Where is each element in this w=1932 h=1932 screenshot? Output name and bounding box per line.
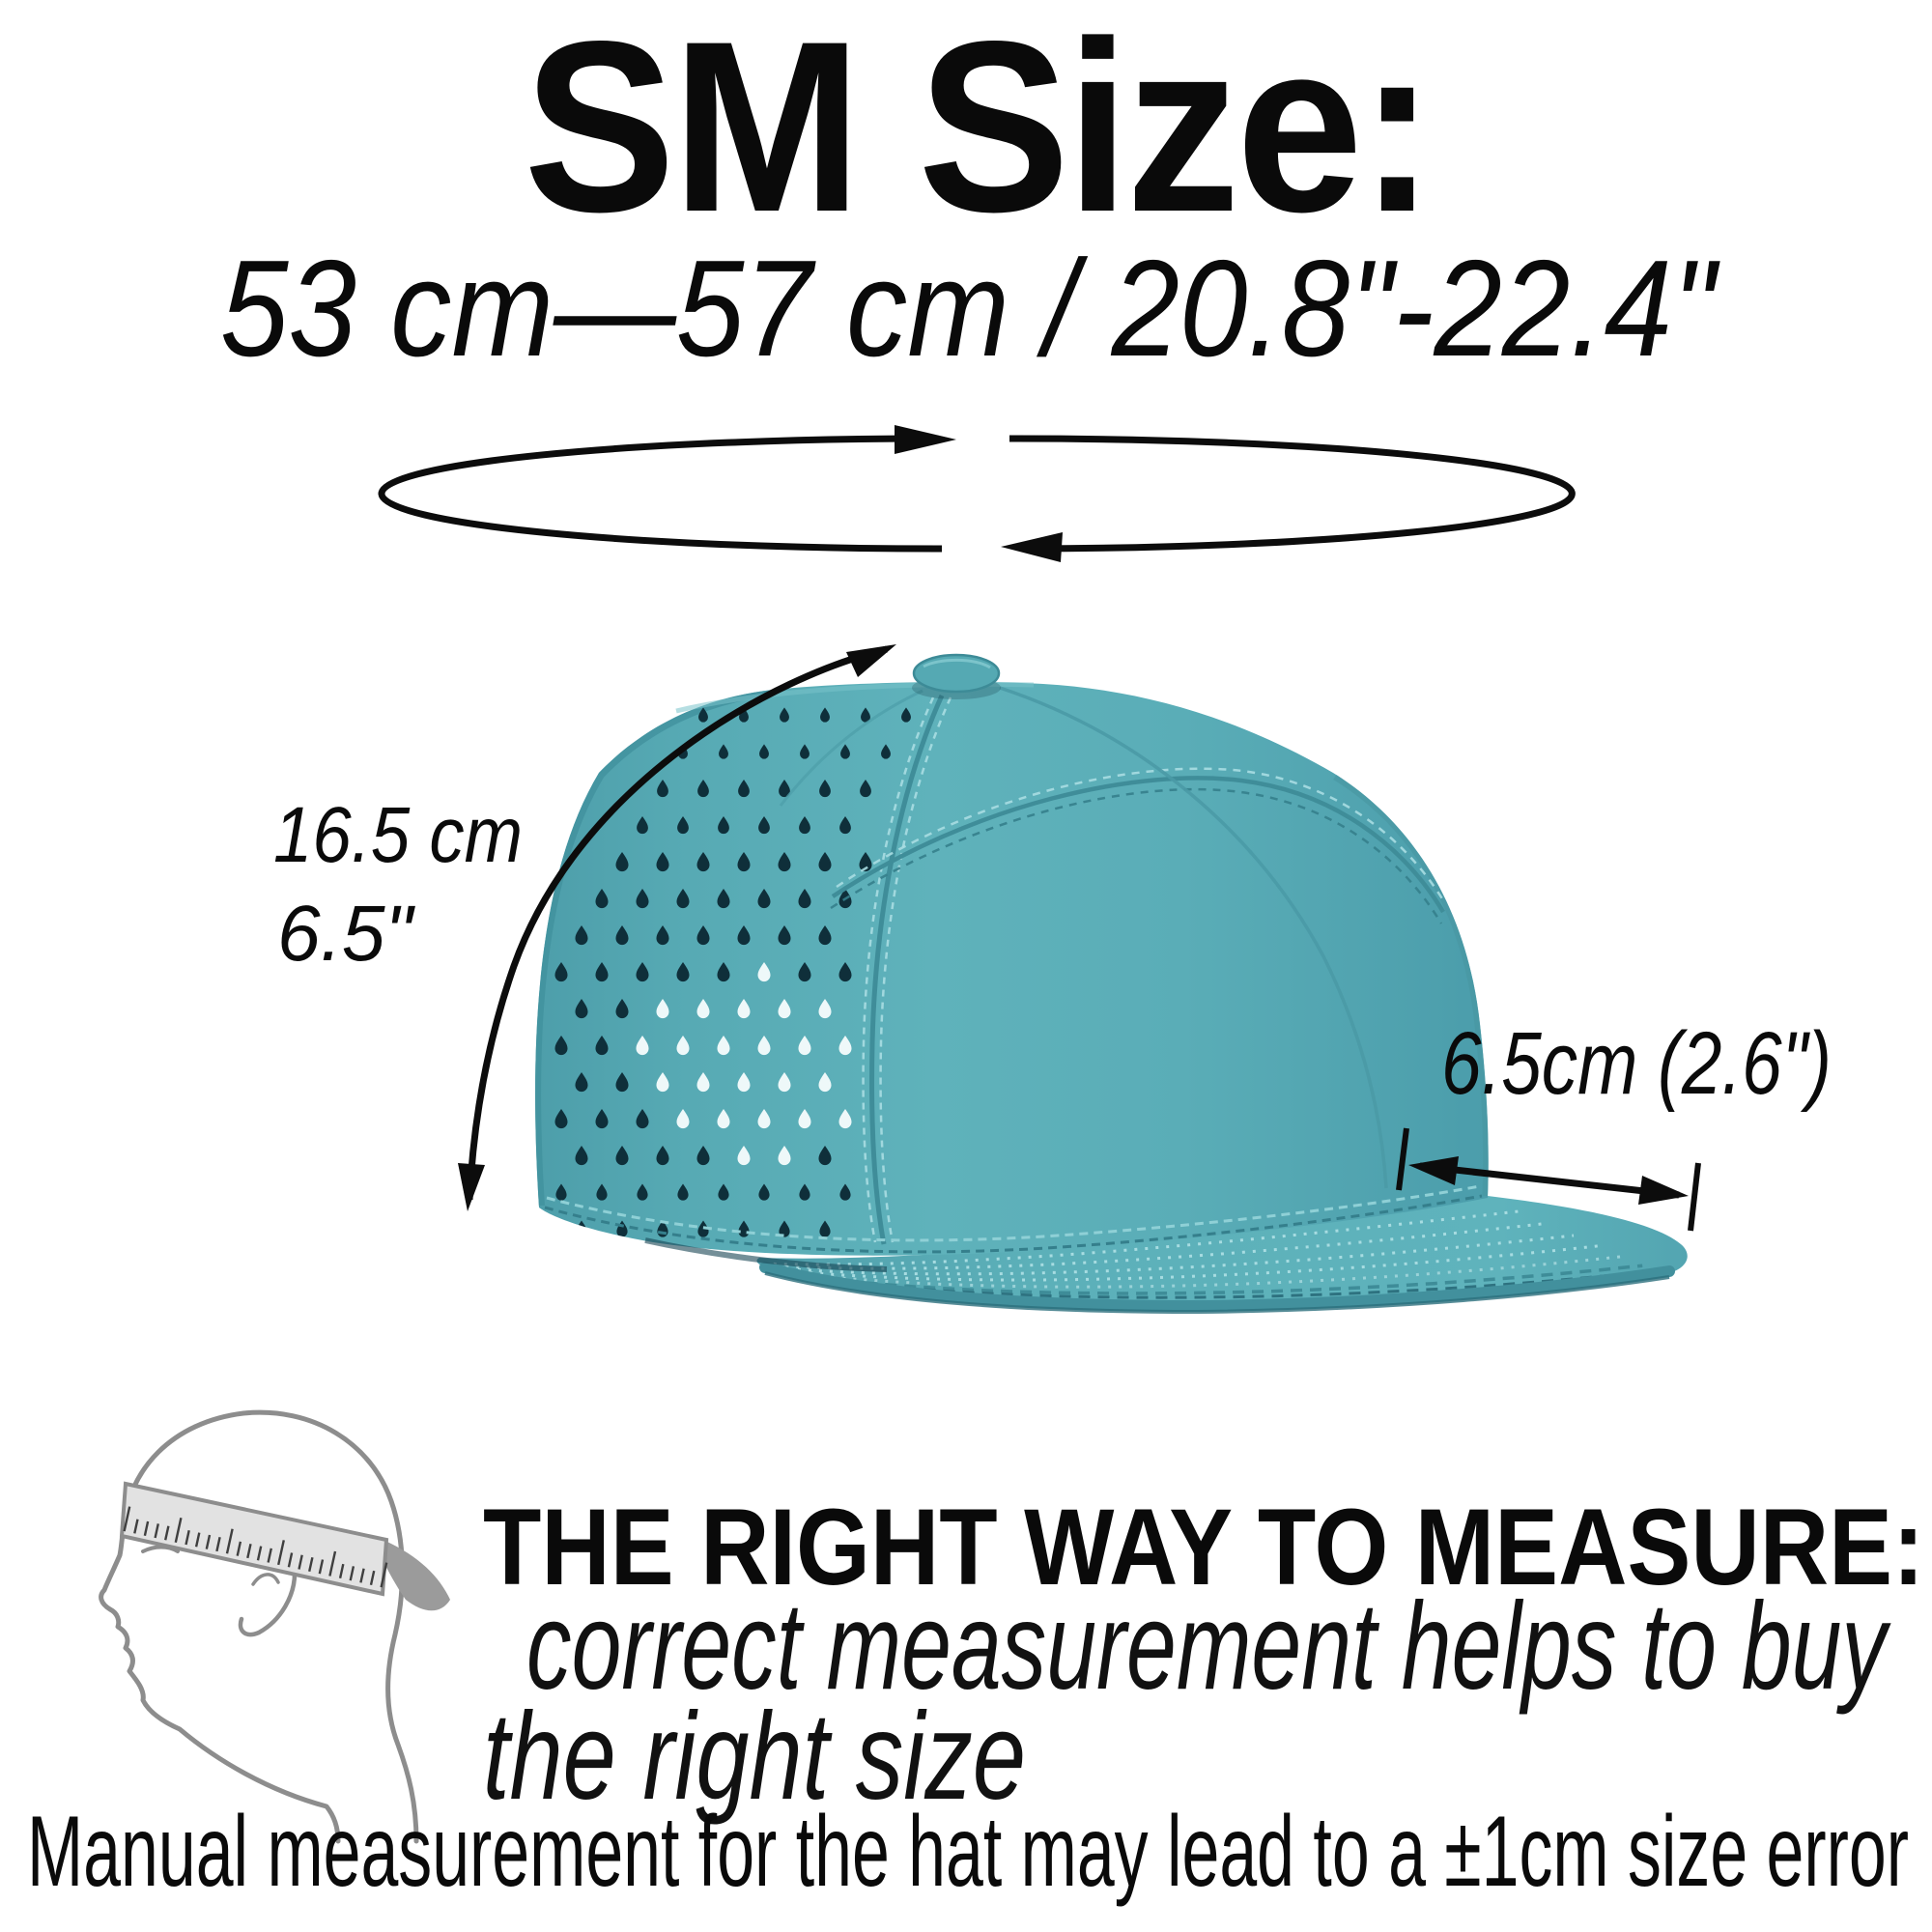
button-highlight — [923, 658, 991, 669]
cap-brim — [756, 1196, 1688, 1307]
arc-seam-stitch-upper — [836, 767, 1445, 901]
crown-left-shading — [535, 688, 776, 1207]
eyebrow-line — [141, 1545, 180, 1553]
loop-arrowhead-right-icon — [895, 425, 956, 454]
head-profile-outline — [99, 1409, 419, 1844]
circumference-loop-icon — [378, 425, 1577, 562]
brim-length-label: 6.5cm (2.6") — [1441, 1014, 1832, 1113]
crown-height-arrow-icon — [458, 644, 896, 1211]
front-right-seam — [999, 686, 1388, 1189]
hem-stitch-bottom — [544, 1194, 1483, 1254]
crown-back-seam — [779, 689, 923, 807]
brim-junction-shadow — [644, 1237, 888, 1272]
measure-note-line1: correct measurement helps to buy — [526, 1577, 1891, 1716]
cap-illustration — [535, 653, 1688, 1315]
arc-seam-stitch-lower — [830, 787, 1443, 924]
head-measuring-tape-icon — [99, 1409, 450, 1844]
brim-edge-shadow — [764, 1271, 1670, 1315]
diagonal-seam-stitch-right — [879, 696, 952, 1243]
crown-height-label-inch: 6.5" — [277, 890, 416, 978]
tolerance-footnote: Manual measurement for the hat may lead … — [27, 1796, 1909, 1908]
loop-arrowhead-left-icon — [1001, 532, 1063, 562]
brim-length-arrow-icon — [1396, 1127, 1701, 1232]
cap-crown — [535, 682, 1489, 1256]
tape-tail — [375, 1538, 450, 1611]
diagonal-seam-stitch-left — [862, 696, 935, 1243]
crown-right-shading — [1333, 774, 1489, 1197]
tape-ruler-ticks — [123, 1506, 388, 1588]
crown-height-label-cm: 16.5 cm — [273, 791, 523, 879]
hem-stitch-top — [546, 1184, 1481, 1242]
crown-diagonal-seam — [869, 694, 945, 1245]
measure-note-line2: the right size — [483, 1688, 1026, 1826]
front-panel-arc-seam — [831, 776, 1445, 914]
ear-inner-line — [251, 1573, 280, 1586]
cap-top-button — [912, 653, 1001, 694]
brim-front-edge — [759, 1262, 1675, 1313]
size-range-subtitle: 53 cm—57 cm / 20.8"-22.4" — [220, 232, 1720, 385]
measure-heading: THE RIGHT WAY TO MEASURE: — [483, 1487, 1924, 1607]
size-title: SM Size: — [524, 0, 1432, 263]
